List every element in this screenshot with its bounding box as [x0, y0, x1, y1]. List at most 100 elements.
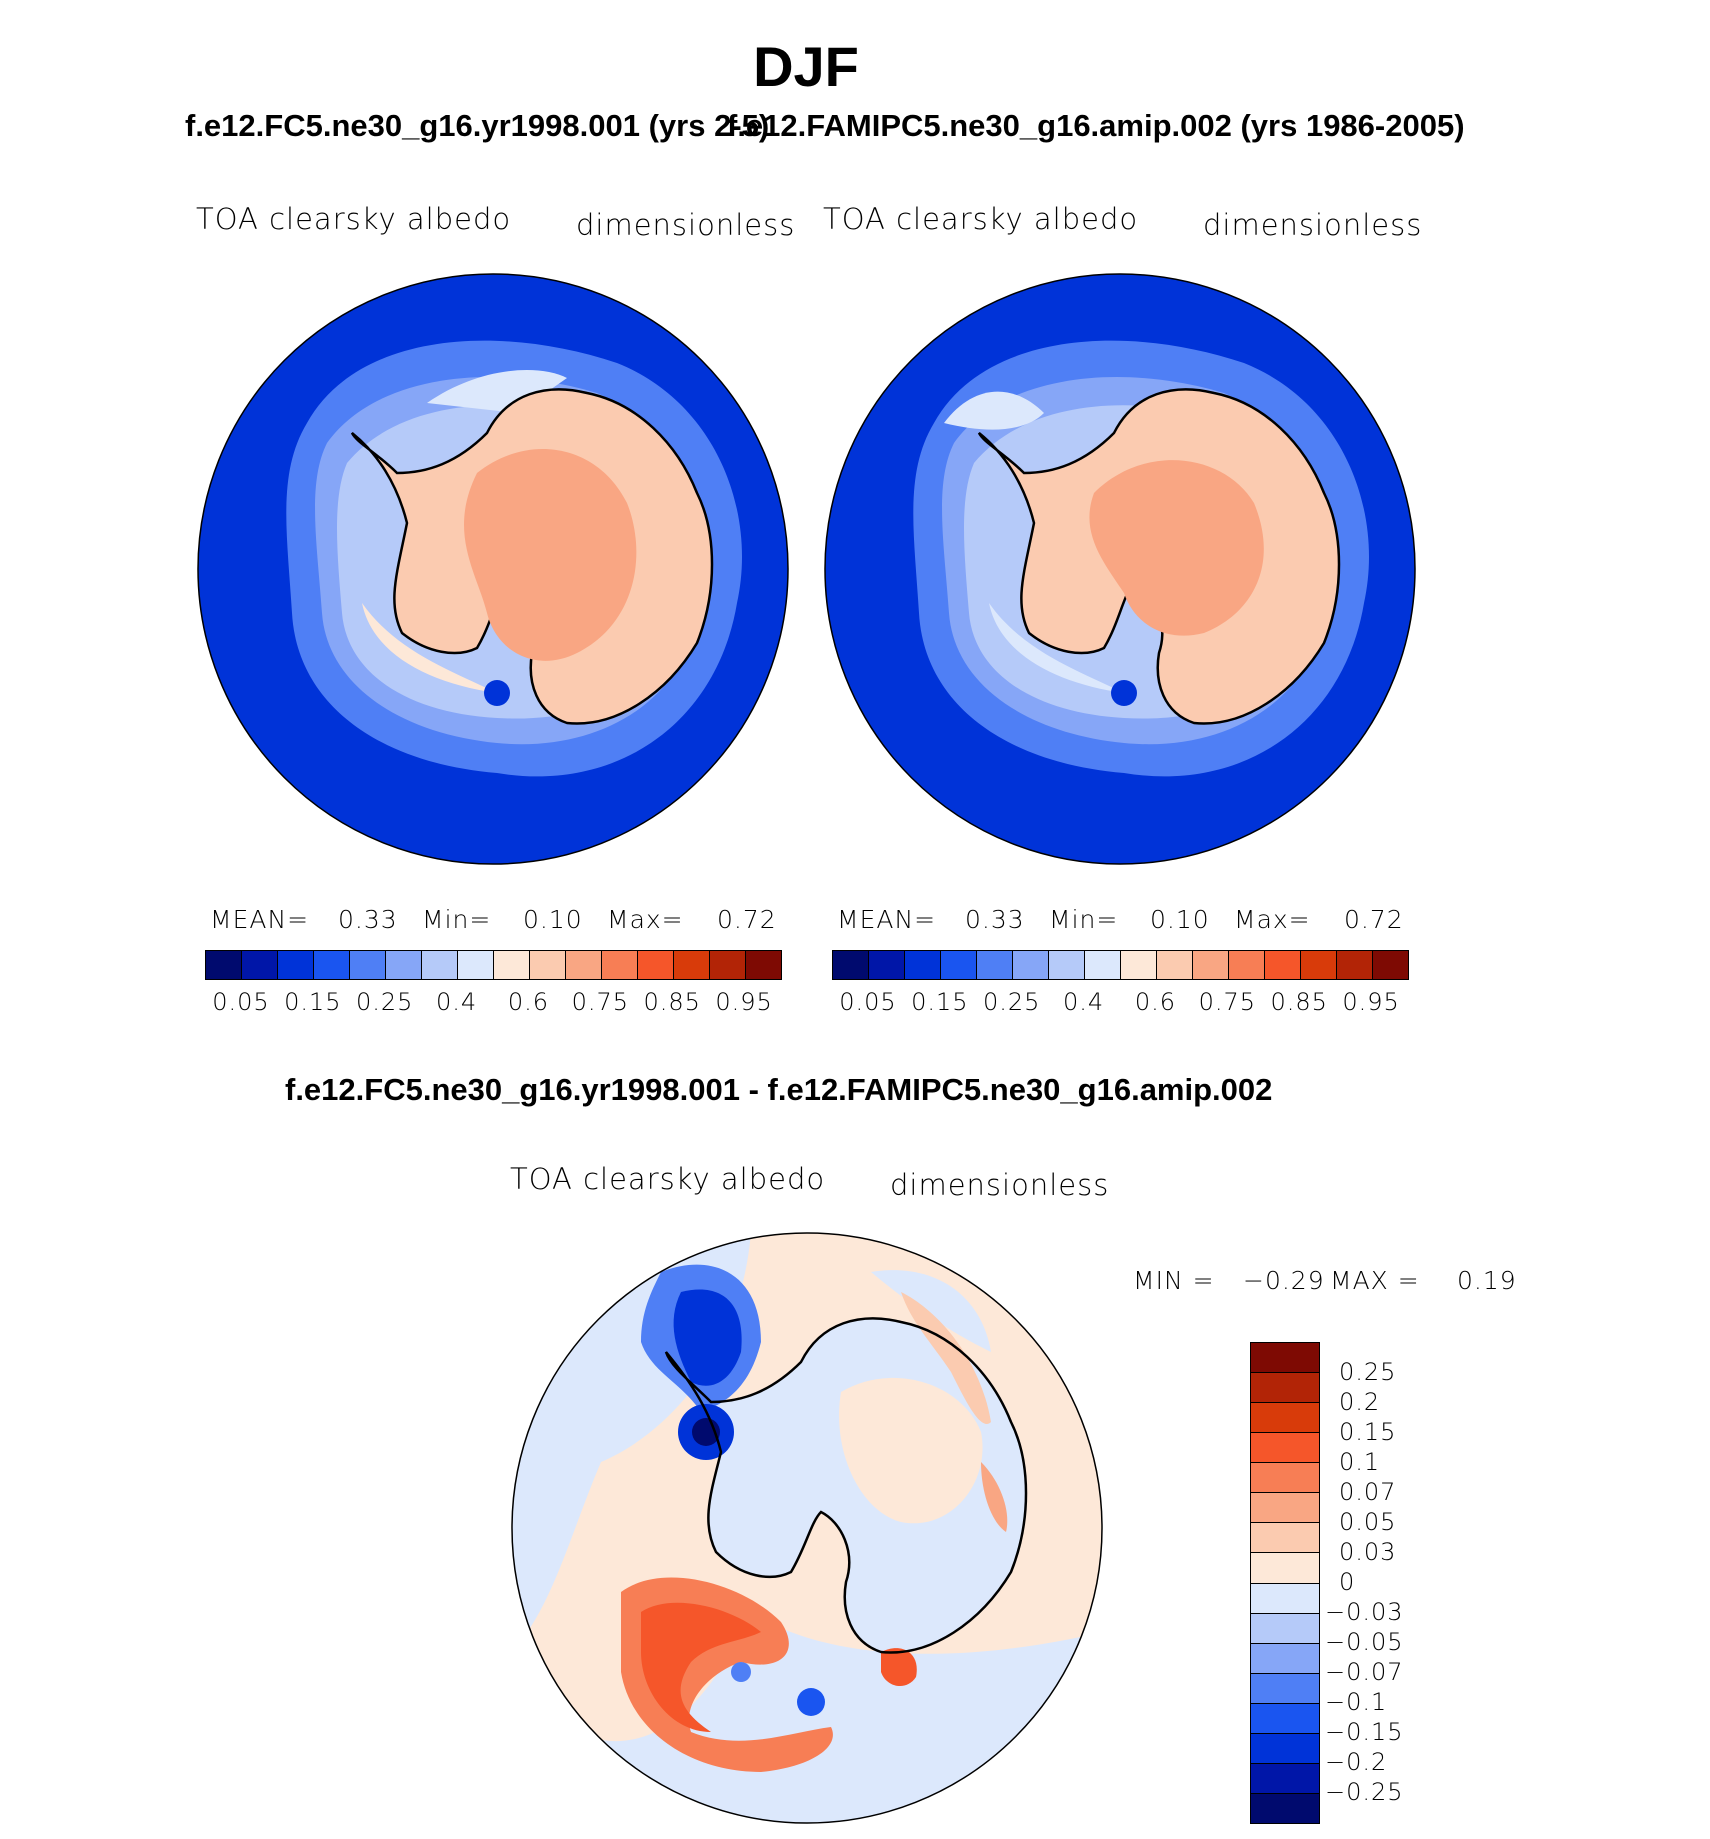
diff-colorbar-swatch	[1251, 1553, 1319, 1584]
panel-2-max-value: 0.72	[1344, 905, 1404, 934]
panel-1-colorbar-swatch	[350, 951, 386, 979]
panel-2-colorbar-swatch	[977, 951, 1013, 979]
panel-1-max-value: 0.72	[717, 905, 777, 934]
panel-1-colorbar-tick-label: 0.6	[507, 988, 550, 1016]
panel-1-colorbar-swatch	[566, 951, 602, 979]
panel-2-colorbar-swatch	[1085, 951, 1121, 979]
panel-1-colorbar-swatch	[206, 951, 242, 979]
panel-1-colorbar-swatch	[674, 951, 710, 979]
panel-1-colorbar	[205, 950, 782, 980]
diff-colorbar-tick-label: −0.05	[1325, 1628, 1404, 1656]
diff-max-value: 0.19	[1457, 1266, 1517, 1295]
panel-1-colorbar-swatch	[710, 951, 746, 979]
panel-2-colorbar-tick-label: 0.85	[1270, 988, 1328, 1016]
panel-1-colorbar-swatch	[242, 951, 278, 979]
diff-map	[511, 1232, 1103, 1824]
diff-min-label: MIN =	[1133, 1266, 1215, 1295]
diff-title: f.e12.FC5.ne30_g16.yr1998.001 - f.e12.FA…	[285, 1072, 1273, 1107]
diff-colorbar-swatch	[1251, 1583, 1319, 1614]
diff-colorbar-tick-label: 0.2	[1339, 1388, 1381, 1416]
panel-1-colorbar-swatch	[314, 951, 350, 979]
panel-2-colorbar	[832, 950, 1409, 980]
diff-colorbar-swatch	[1251, 1643, 1319, 1674]
panel-1-colorbar-ticks: 0.05 0.15 0.25 0.4 0.6 0.75 0.85 0.95	[205, 988, 780, 1018]
panel-2-title: f.e12.FAMIPC5.ne30_g16.amip.002 (yrs 198…	[727, 108, 1465, 143]
panel-2-colorbar-swatch	[1013, 951, 1049, 979]
diff-colorbar-swatch	[1251, 1493, 1319, 1524]
diff-colorbar-tick-label: −0.15	[1325, 1718, 1404, 1746]
diff-colorbar-swatch	[1251, 1373, 1319, 1404]
panel-2-colorbar-tick-label: 0.15	[911, 988, 969, 1016]
panel-2-mean-label: MEAN=	[837, 905, 937, 934]
diff-colorbar-swatch	[1251, 1343, 1319, 1374]
panel-2-colorbar-swatch	[1157, 951, 1193, 979]
panel-2-colorbar-tick-label: 0.6	[1134, 988, 1177, 1016]
diff-units-label: dimensionless	[890, 1168, 1110, 1202]
panel-1-colorbar-swatch	[746, 951, 781, 979]
panel-2-colorbar-swatch	[1337, 951, 1373, 979]
panel-2-colorbar-tick-label: 0.75	[1198, 988, 1257, 1016]
panel-1-min-label: Min=	[422, 905, 492, 934]
panel-1-colorbar-swatch	[278, 951, 314, 979]
diff-colorbar-swatch	[1251, 1433, 1319, 1464]
panel-1-colorbar-swatch	[638, 951, 674, 979]
panel-2-map	[824, 273, 1416, 865]
diff-colorbar-swatch	[1251, 1403, 1319, 1434]
diff-colorbar-ticks: 0.25 0.2 0.15 0.1 0.07 0.05 0.03 0 −0.03 −0.05 −0.…	[1325, 1342, 1525, 1822]
diff-colorbar-swatch	[1251, 1763, 1319, 1794]
diff-colorbar-tick-label: 0.1	[1339, 1448, 1381, 1476]
panel-2-min-label: Min=	[1049, 905, 1119, 934]
diff-variable-label: TOA clearsky albedo	[510, 1162, 826, 1196]
panel-2-units-label: dimensionless	[1203, 208, 1423, 242]
panel-1-colorbar-tick-label: 0.05	[212, 988, 270, 1016]
panel-1-colorbar-tick-label: 0.85	[643, 988, 701, 1016]
diff-colorbar-swatch	[1251, 1613, 1319, 1644]
panel-1-max-label: Max=	[607, 905, 684, 934]
panel-1-colorbar-swatch	[386, 951, 422, 979]
panel-2-colorbar-swatch	[869, 951, 905, 979]
panel-1-colorbar-swatch	[530, 951, 566, 979]
panel-2-colorbar-swatch	[1121, 951, 1157, 979]
panel-2-colorbar-swatch	[1229, 951, 1265, 979]
diff-colorbar-swatch	[1251, 1793, 1319, 1823]
panel-1-colorbar-tick-label: 0.75	[571, 988, 630, 1016]
panel-1-colorbar-swatch	[494, 951, 530, 979]
diff-colorbar	[1250, 1342, 1320, 1824]
panel-2-colorbar-swatch	[1301, 951, 1337, 979]
panel-1-colorbar-swatch	[458, 951, 494, 979]
panel-1-map	[197, 273, 789, 865]
diff-colorbar-swatch	[1251, 1733, 1319, 1764]
panel-2-colorbar-swatch	[833, 951, 869, 979]
diff-colorbar-tick-label: 0.25	[1339, 1358, 1397, 1386]
main-title: DJF	[753, 35, 859, 98]
panel-1-min-value: 0.10	[523, 905, 583, 934]
diff-colorbar-tick-label: −0.25	[1325, 1778, 1404, 1806]
panel-2-colorbar-tick-label: 0.05	[839, 988, 897, 1016]
diff-colorbar-tick-label: −0.03	[1325, 1598, 1404, 1626]
panel-2-colorbar-swatch	[941, 951, 977, 979]
panel-1-mean-label: MEAN=	[210, 905, 310, 934]
diff-min-value: −0.29	[1243, 1266, 1325, 1295]
panel-2-colorbar-swatch	[1193, 951, 1229, 979]
panel-2-colorbar-tick-label: 0.4	[1062, 988, 1105, 1016]
diff-colorbar-swatch	[1251, 1463, 1319, 1494]
panel-1-colorbar-tick-label: 0.95	[715, 988, 773, 1016]
diff-colorbar-tick-label: −0.1	[1325, 1688, 1388, 1716]
panel-2-colorbar-ticks: 0.05 0.15 0.25 0.4 0.6 0.75 0.85 0.95	[832, 988, 1407, 1018]
diff-colorbar-swatch	[1251, 1673, 1319, 1704]
panel-1-colorbar-swatch	[602, 951, 638, 979]
panel-1-title: f.e12.FC5.ne30_g16.yr1998.001 (yrs 2-5)	[185, 108, 770, 143]
diff-colorbar-tick-label: 0	[1339, 1568, 1356, 1596]
panel-2-colorbar-tick-label: 0.95	[1342, 988, 1400, 1016]
diff-max-label: MAX =	[1330, 1266, 1420, 1295]
panel-1-colorbar-tick-label: 0.15	[284, 988, 342, 1016]
panel-2-colorbar-swatch	[905, 951, 941, 979]
panel-2-colorbar-swatch	[1265, 951, 1301, 979]
diff-colorbar-tick-label: 0.05	[1339, 1508, 1397, 1536]
panel-1-colorbar-tick-label: 0.25	[355, 988, 414, 1016]
panel-2-min-value: 0.10	[1150, 905, 1210, 934]
panel-2-variable-label: TOA clearsky albedo	[823, 202, 1139, 236]
diff-colorbar-tick-label: 0.15	[1339, 1418, 1397, 1446]
panel-1-colorbar-swatch	[422, 951, 458, 979]
panel-1-mean-value: 0.33	[338, 905, 398, 934]
